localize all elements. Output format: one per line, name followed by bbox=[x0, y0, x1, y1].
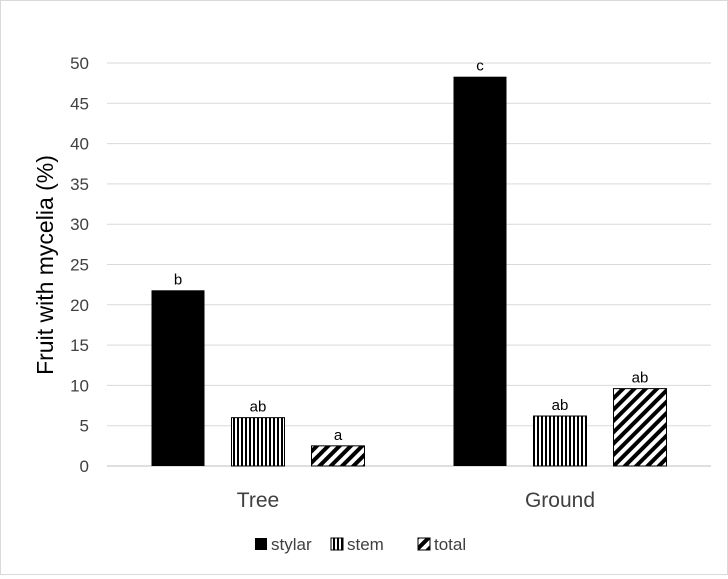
x-category-label: Tree bbox=[237, 489, 279, 512]
bar-total-tree bbox=[311, 445, 365, 467]
data-label: ab bbox=[552, 397, 569, 414]
legend-label-stem: stem bbox=[347, 535, 384, 554]
y-tick-label: 35 bbox=[70, 175, 89, 194]
y-tick-label: 40 bbox=[70, 135, 89, 154]
x-axis-categories: Tree Ground bbox=[237, 489, 595, 512]
y-tick-label: 45 bbox=[70, 94, 89, 113]
data-label: a bbox=[334, 427, 343, 444]
y-tick-label: 20 bbox=[70, 296, 89, 315]
x-category-label: Ground bbox=[525, 489, 595, 512]
data-label: ab bbox=[632, 370, 649, 387]
data-label: c bbox=[476, 58, 484, 75]
legend-label-total: total bbox=[434, 535, 466, 554]
y-tick-label: 0 bbox=[80, 457, 89, 476]
y-axis-ticks: 0 5 10 15 20 25 30 35 40 45 50 bbox=[70, 54, 89, 476]
data-label: b bbox=[174, 271, 182, 288]
legend-swatch-stylar bbox=[255, 538, 267, 550]
legend-label-stylar: stylar bbox=[271, 535, 312, 554]
bar-stem-ground bbox=[533, 415, 587, 467]
bar-stylar-ground bbox=[453, 76, 507, 467]
data-labels: b ab a c ab ab bbox=[174, 58, 649, 444]
y-tick-label: 30 bbox=[70, 215, 89, 234]
bar-stem-tree bbox=[231, 417, 285, 467]
bar-total-ground bbox=[613, 388, 667, 467]
y-axis-label: Fruit with mycelia (%) bbox=[32, 155, 58, 375]
legend: stylar stem total bbox=[255, 535, 466, 554]
bar-stylar-tree bbox=[151, 290, 205, 466]
data-label: ab bbox=[250, 399, 267, 416]
y-tick-label: 5 bbox=[80, 417, 89, 436]
bars bbox=[151, 76, 667, 467]
y-tick-label: 25 bbox=[70, 256, 89, 275]
y-tick-label: 10 bbox=[70, 376, 89, 395]
gridlines bbox=[107, 62, 711, 467]
y-tick-label: 50 bbox=[70, 54, 89, 73]
legend-swatch-total bbox=[417, 537, 431, 551]
legend-swatch-stem bbox=[330, 537, 344, 551]
y-tick-label: 15 bbox=[70, 336, 89, 355]
